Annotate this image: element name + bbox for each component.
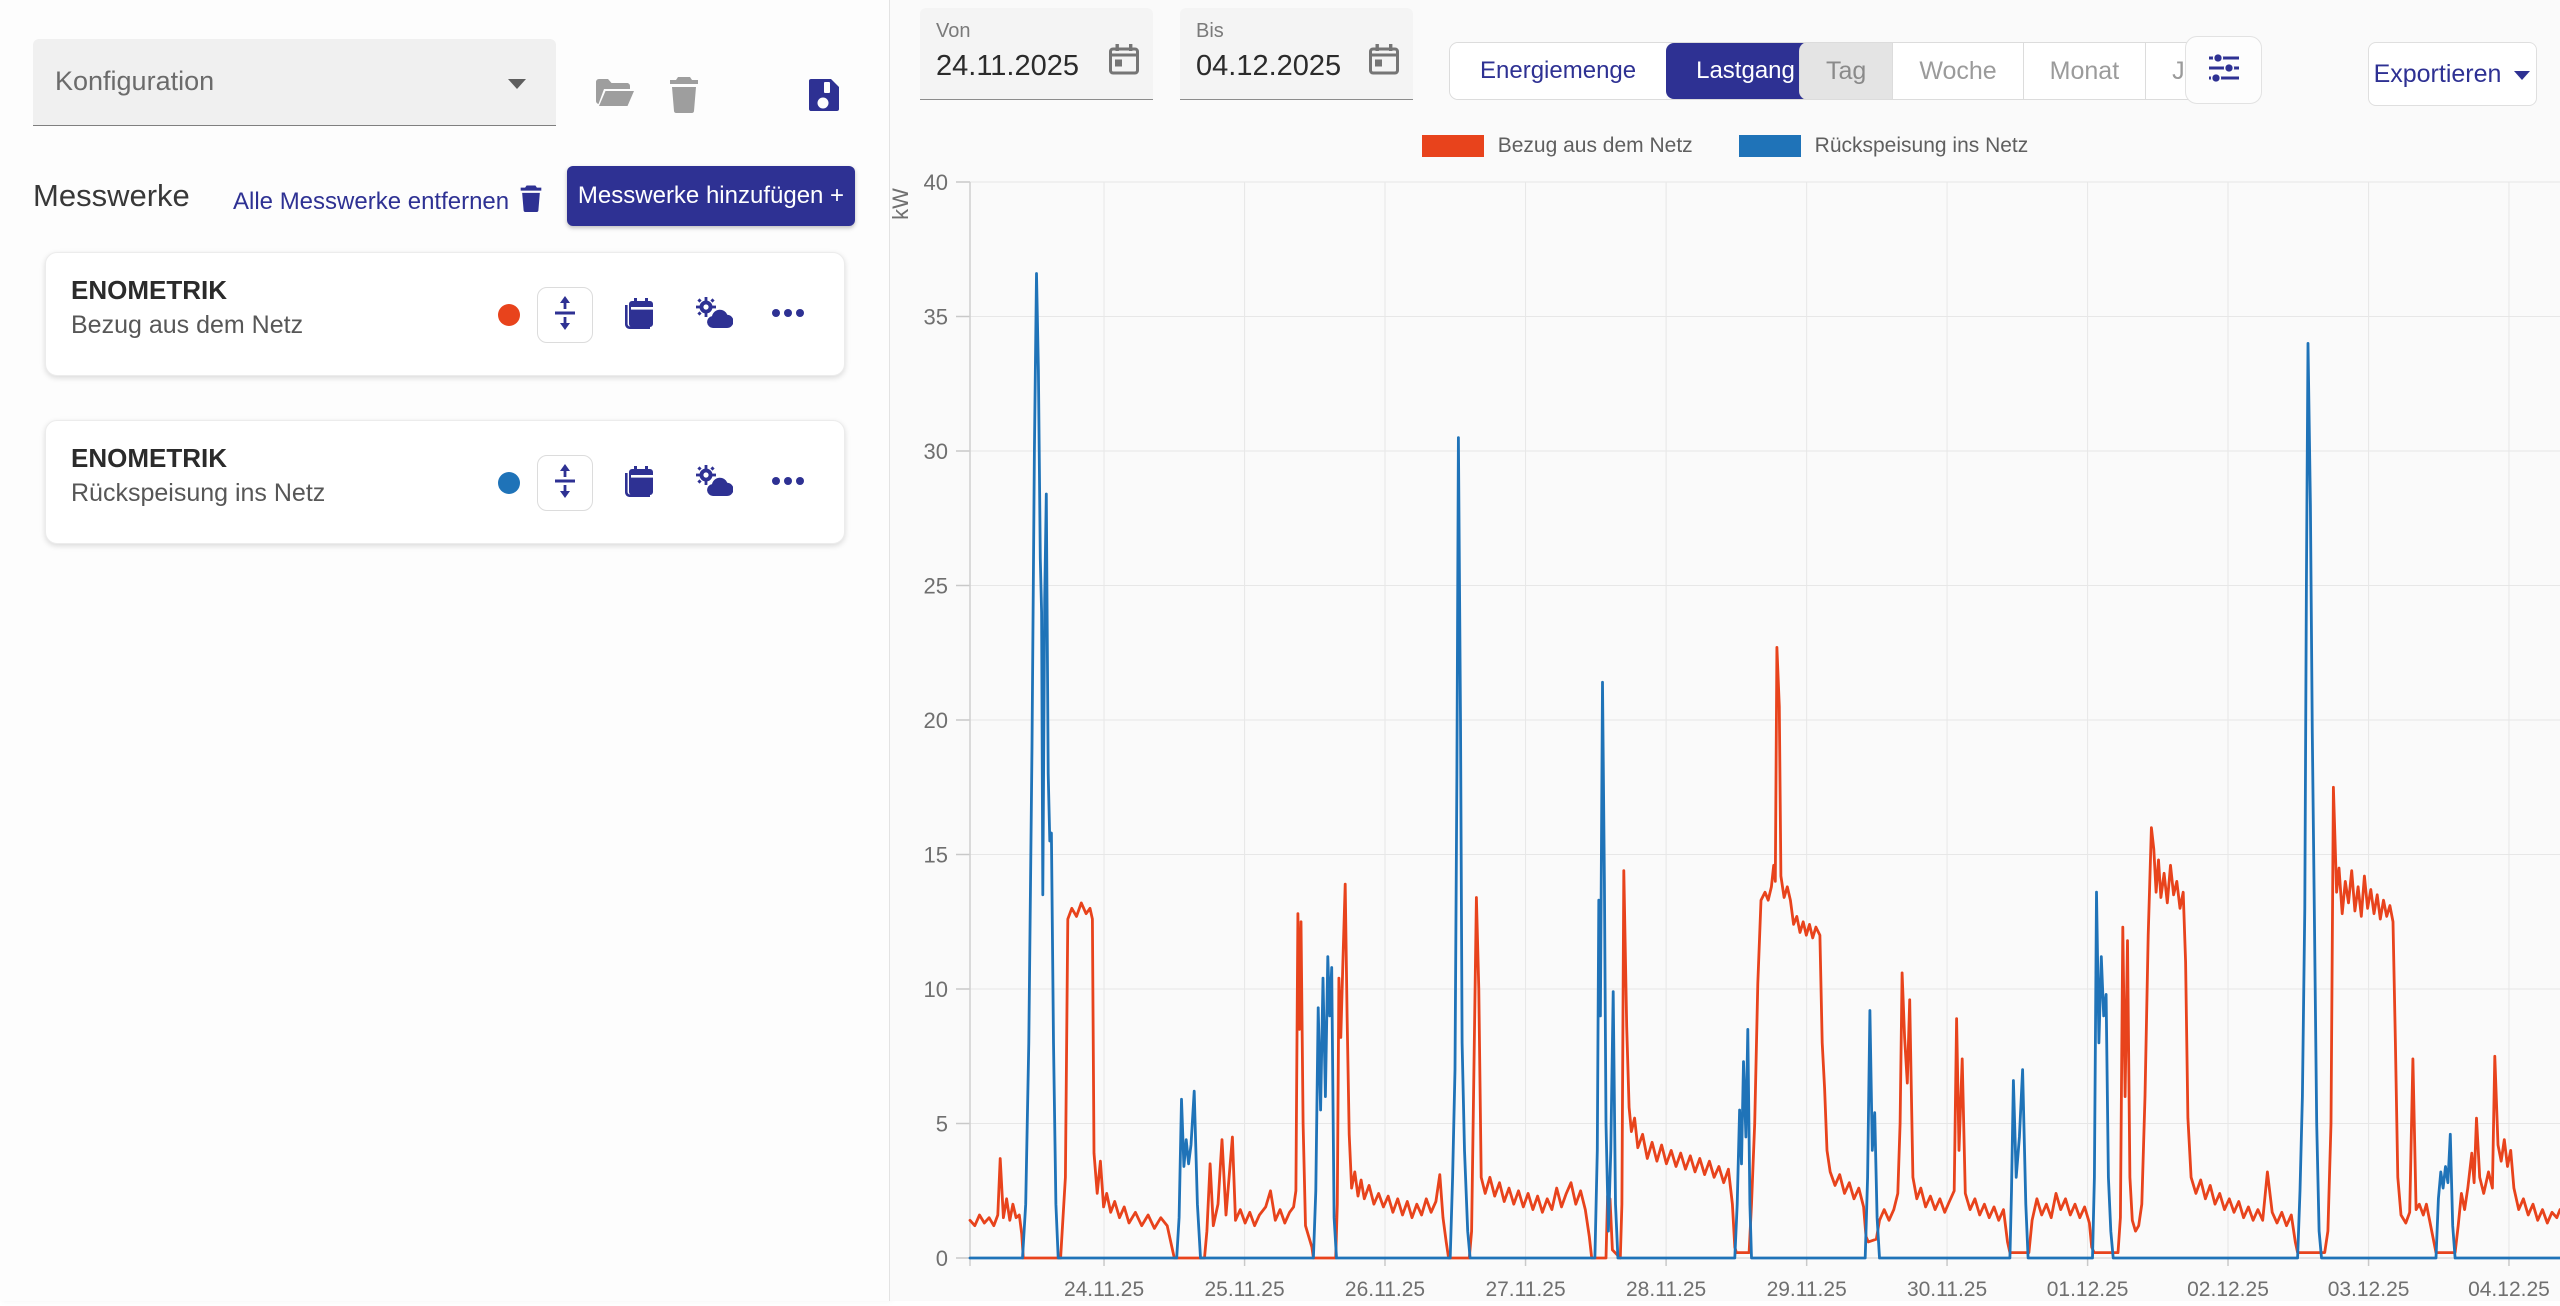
messwerk-source: ENOMETRIK [71, 275, 227, 305]
tab-tag[interactable]: Tag [1800, 43, 1893, 99]
svg-text:26.11.25: 26.11.25 [1345, 1278, 1425, 1301]
export-button-label: Exportieren [2373, 59, 2502, 88]
configuration-select[interactable]: Konfiguration [33, 39, 556, 126]
more-options-button[interactable] [768, 473, 808, 493]
calendar-button[interactable] [622, 464, 660, 503]
svg-text:5: 5 [936, 1112, 948, 1137]
date-from-field[interactable]: Von 24.11.2025 [920, 8, 1153, 100]
svg-text:29.11.25: 29.11.25 [1767, 1278, 1847, 1301]
svg-text:30: 30 [924, 439, 948, 464]
svg-text:kW: kW [890, 188, 913, 220]
chevron-down-icon [506, 77, 528, 96]
remove-all-messwerke-link[interactable]: Alle Messwerke entfernen [233, 184, 543, 219]
scale-split-button[interactable] [537, 455, 593, 511]
trash-icon [519, 184, 543, 219]
delete-configuration-button[interactable] [664, 74, 704, 118]
ellipsis-icon [770, 306, 806, 324]
tab-woche[interactable]: Woche [1892, 43, 2023, 99]
configuration-panel: Konfiguration Me [0, 0, 890, 1301]
tab-lastgang[interactable]: Lastgang [1666, 43, 1825, 99]
messwerk-card-bezug[interactable]: ENOMETRIK Bezug aus dem Netz [45, 252, 845, 376]
remove-all-label: Alle Messwerke entfernen [233, 187, 510, 215]
messwerke-header: Messwerke Alle Messwerke entfernen Messw… [0, 160, 890, 230]
svg-text:30.11.25: 30.11.25 [1907, 1278, 1987, 1301]
expand-vertical-icon [552, 295, 578, 335]
legend-item-bezug[interactable]: Bezug aus dem Netz [1421, 134, 1693, 158]
scale-split-button[interactable] [537, 287, 593, 343]
legend-swatch-blue [1738, 135, 1801, 157]
legend-item-rueckspeisung[interactable]: Rückspeisung ins Netz [1738, 134, 2029, 158]
messwerk-source: ENOMETRIK [71, 443, 227, 473]
chart-canvas[interactable]: 0 5 10 15 20 25 30 35 40 24.11.25 25.11.25 26.11.25… [888, 120, 2560, 1301]
messwerke-title: Messwerke [33, 178, 190, 213]
svg-text:03.12.25: 03.12.25 [2328, 1278, 2410, 1301]
messwerk-label: Rückspeisung ins Netz [71, 479, 326, 507]
trash-icon [668, 75, 700, 118]
calendar-picker-icon[interactable] [1369, 44, 1399, 81]
save-configuration-button[interactable] [802, 76, 844, 118]
svg-text:20: 20 [924, 708, 948, 733]
svg-text:27.11.25: 27.11.25 [1485, 1278, 1565, 1301]
series-color-dot [498, 304, 520, 326]
svg-text:25: 25 [924, 574, 948, 599]
svg-text:25.11.25: 25.11.25 [1204, 1278, 1284, 1301]
add-messwerke-button[interactable]: Messwerke hinzufügen + [567, 166, 855, 226]
svg-text:02.12.25: 02.12.25 [2187, 1278, 2269, 1301]
messwerk-label: Bezug aus dem Netz [71, 311, 304, 339]
period-toggle-group: Tag Woche Monat Jahr [1800, 43, 2247, 99]
chart-legend: Bezug aus dem Netz Rückspeisung ins Netz [890, 134, 2560, 158]
svg-text:35: 35 [924, 305, 948, 330]
chevron-down-icon [2513, 60, 2531, 89]
legend-label: Rückspeisung ins Netz [1814, 134, 2029, 157]
svg-text:24.11.25: 24.11.25 [1064, 1278, 1144, 1301]
date-to-value: 04.12.2025 [1196, 50, 1342, 82]
date-from-label: Von [936, 20, 971, 42]
more-options-button[interactable] [768, 305, 808, 325]
weather-gear-cloud-icon [693, 295, 734, 336]
date-to-field[interactable]: Bis 04.12.2025 [1180, 8, 1413, 100]
calendar-picker-icon[interactable] [1109, 44, 1139, 81]
weather-button[interactable] [692, 295, 734, 336]
date-to-label: Bis [1196, 20, 1224, 42]
chart-settings-button[interactable] [2185, 36, 2262, 104]
svg-text:10: 10 [924, 977, 948, 1002]
series-color-dot [498, 472, 520, 494]
tab-monat[interactable]: Monat [2022, 43, 2146, 99]
load-profile-chart[interactable]: 0 5 10 15 20 25 30 35 40 24.11.25 25.11.25 26.11.25… [888, 120, 2560, 1301]
legend-swatch-red [1421, 135, 1484, 157]
svg-text:28.11.25: 28.11.25 [1626, 1278, 1706, 1301]
calendar-icon [623, 296, 659, 335]
mode-toggle-group: Energiemenge Lastgang [1450, 43, 1825, 99]
tune-sliders-icon [2205, 52, 2243, 89]
svg-text:40: 40 [924, 170, 948, 195]
calendar-button[interactable] [622, 296, 660, 335]
tab-energiemenge[interactable]: Energiemenge [1450, 43, 1667, 99]
svg-text:0: 0 [936, 1246, 948, 1271]
svg-text:01.12.25: 01.12.25 [2047, 1278, 2129, 1301]
weather-button[interactable] [692, 463, 734, 504]
calendar-icon [623, 464, 659, 503]
messwerk-card-rueckspeisung[interactable]: ENOMETRIK Rückspeisung ins Netz [45, 420, 845, 544]
export-button[interactable]: Exportieren [2368, 42, 2537, 106]
svg-text:15: 15 [924, 843, 948, 868]
chart-panel: Von 24.11.2025 Bis 04.12.2025 Energiemen… [888, 0, 2560, 1301]
folder-open-icon [594, 77, 634, 116]
legend-label: Bezug aus dem Netz [1497, 134, 1693, 157]
configuration-select-label: Konfiguration [55, 66, 215, 96]
save-icon [805, 77, 841, 118]
ellipsis-icon [770, 474, 806, 492]
date-from-value: 24.11.2025 [936, 50, 1079, 82]
expand-vertical-icon [552, 463, 578, 503]
svg-text:04.12.25: 04.12.25 [2468, 1278, 2550, 1301]
weather-gear-cloud-icon [693, 463, 734, 504]
open-folder-button[interactable] [592, 76, 636, 116]
